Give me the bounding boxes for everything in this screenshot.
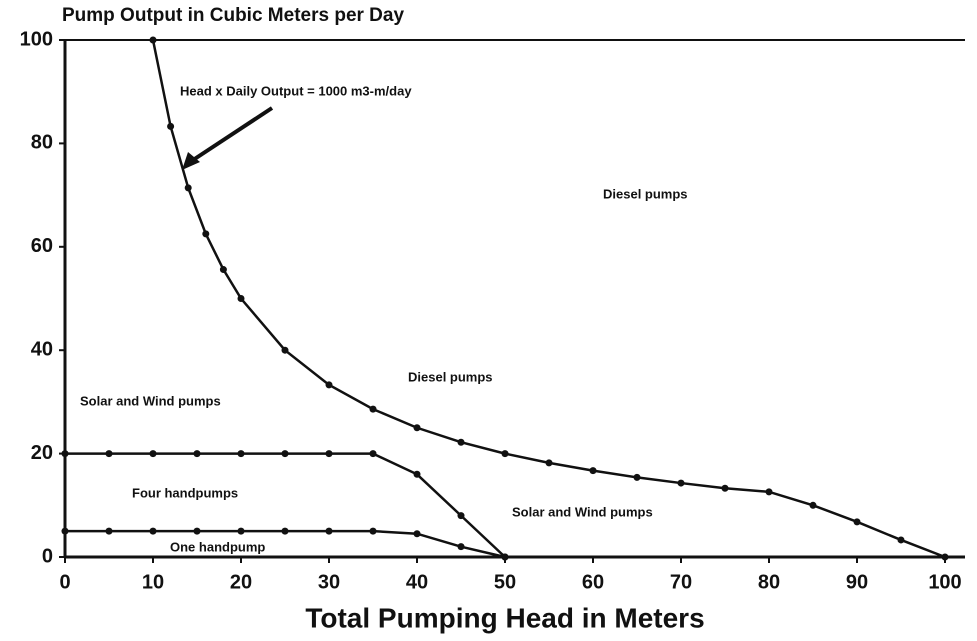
point (413, 530, 421, 538)
point (941, 553, 949, 561)
point (202, 230, 210, 238)
point (184, 184, 192, 192)
point (193, 527, 201, 535)
point (457, 512, 465, 520)
point (149, 450, 157, 458)
point (897, 536, 905, 544)
point (369, 450, 377, 458)
point (149, 36, 157, 44)
point (853, 518, 861, 526)
series-line (65, 529, 506, 559)
x-tick-label: 30 (318, 571, 340, 593)
annotation: Four handpumps (132, 485, 238, 500)
y-tick-label: 20 (31, 442, 53, 464)
point (237, 527, 245, 535)
x-tick-label: 80 (758, 571, 780, 593)
point (633, 473, 641, 481)
point (61, 450, 69, 458)
x-tick-label: 10 (142, 571, 164, 593)
point (281, 527, 289, 535)
point (721, 484, 729, 492)
point (765, 488, 773, 496)
point (501, 553, 509, 561)
annotation: Diesel pumps (603, 186, 688, 201)
point (61, 527, 69, 535)
x-tick-label: 100 (928, 571, 961, 593)
y-tick-label: 40 (31, 338, 53, 360)
x-tick-label: 70 (670, 571, 692, 593)
point (369, 405, 377, 413)
point (413, 424, 421, 432)
annotation: Solar and Wind pumps (512, 504, 653, 519)
y-tick-label: 60 (31, 235, 53, 257)
point (149, 527, 157, 535)
point (281, 450, 289, 458)
point (809, 501, 817, 509)
point (105, 527, 113, 535)
y-tick-label: 0 (42, 545, 53, 567)
chart-title: Pump Output in Cubic Meters per Day (62, 5, 404, 26)
point (589, 467, 597, 475)
point (413, 470, 421, 478)
point (193, 450, 201, 458)
x-tick-label: 40 (406, 571, 428, 593)
series-line (151, 39, 946, 559)
x-tick-label: 90 (846, 571, 868, 593)
x-tick-label: 20 (230, 571, 252, 593)
point (167, 122, 175, 130)
x-axis-label: Total Pumping Head in Meters (305, 602, 704, 633)
point (677, 479, 685, 487)
x-tick-label: 0 (59, 571, 70, 593)
annotation: Solar and Wind pumps (80, 393, 221, 408)
annotation: Head x Daily Output = 1000 m3-m/day (180, 83, 412, 98)
y-tick-label: 100 (20, 28, 53, 50)
point (237, 450, 245, 458)
point (237, 295, 245, 302)
point (325, 450, 333, 458)
point (369, 527, 377, 535)
point (281, 346, 289, 354)
point (457, 543, 465, 551)
point (325, 381, 333, 389)
point (545, 459, 553, 467)
point (105, 450, 113, 458)
annotation: Diesel pumps (408, 369, 493, 384)
point (501, 450, 509, 458)
point (219, 266, 227, 274)
x-tick-label: 50 (494, 571, 516, 593)
x-tick-label: 60 (582, 571, 604, 593)
point (457, 438, 465, 446)
point (325, 527, 333, 535)
y-tick-label: 80 (31, 132, 53, 154)
arrow-head (182, 152, 200, 170)
arrow (188, 106, 274, 164)
annotation: One handpump (170, 539, 265, 554)
